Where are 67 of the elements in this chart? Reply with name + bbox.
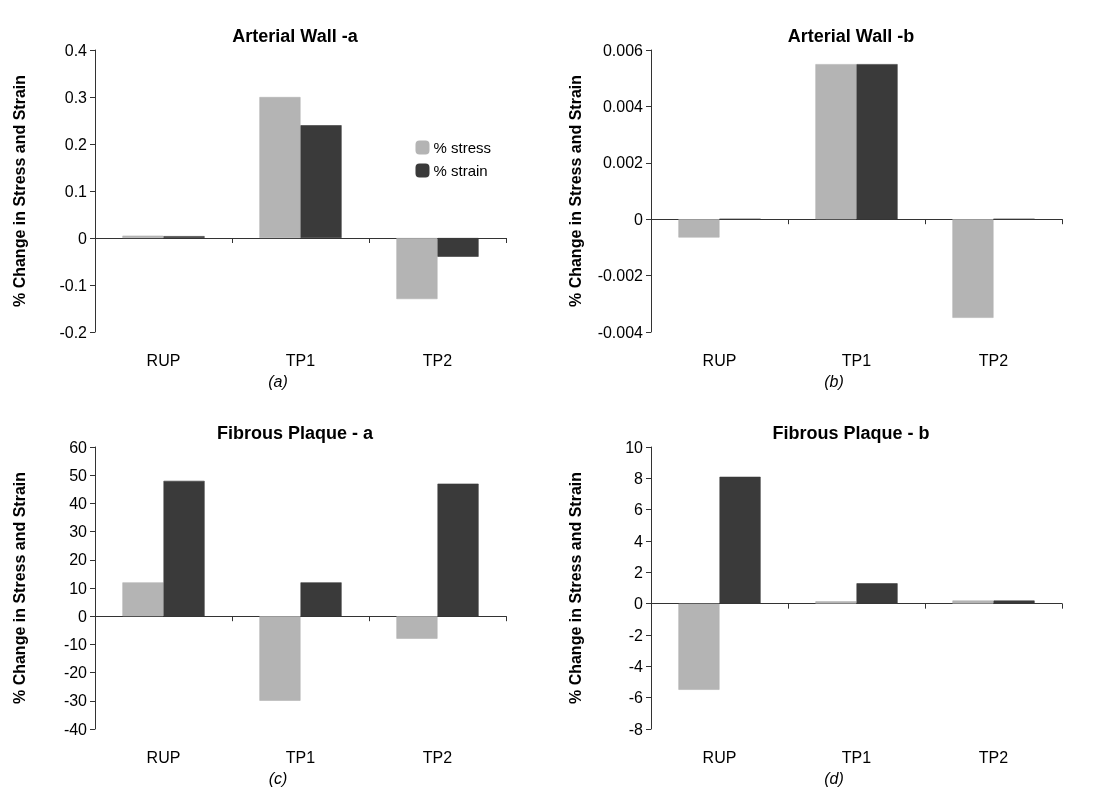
y-tick-label: 6 (634, 501, 644, 519)
y-tick-label: 0.002 (602, 154, 644, 172)
text: (a) (268, 372, 288, 390)
y-tick-label: -6 (628, 689, 644, 707)
bar (122, 582, 164, 617)
bar (259, 97, 301, 238)
text: (b) (824, 372, 844, 390)
x-tick-label: RUP (702, 351, 737, 369)
chart-title: Fibrous Plaque - b (772, 423, 930, 443)
legend-label: % strain (433, 162, 488, 179)
y-tick-label: 0.006 (602, 41, 644, 59)
y-tick-label: -0.2 (59, 323, 88, 341)
x-tick-label: TP1 (841, 351, 872, 369)
y-tick-label: -0.1 (59, 276, 88, 294)
y-tick-label: 4 (634, 532, 644, 550)
y-tick-label: 0 (78, 607, 88, 625)
text: (c) (268, 769, 288, 787)
y-tick-label: 2 (634, 563, 644, 581)
x-tick-label: TP2 (978, 351, 1009, 369)
y-tick-label: 60 (69, 438, 88, 456)
bar (396, 616, 438, 639)
y-tick-label: 0.4 (64, 41, 88, 59)
y-tick-label: -2 (628, 626, 644, 644)
legend-label: % stress (433, 139, 492, 156)
chart-title: Fibrous Plaque - a (216, 423, 374, 443)
y-tick-label: 30 (69, 523, 88, 541)
chart-title: Arterial Wall -b (787, 26, 915, 46)
y-tick-label: 20 (69, 551, 88, 569)
chart-title: Arterial Wall -a (232, 26, 359, 46)
y-tick-label: 0.3 (64, 88, 88, 106)
y-tick-label: -20 (63, 664, 88, 682)
bar (396, 238, 438, 300)
y-tick-label: -0.002 (597, 267, 644, 285)
x-tick-label: RUP (702, 748, 737, 766)
y-axis-title: % Change in Stress and Strain (566, 74, 584, 308)
y-tick-label: 0 (78, 229, 88, 247)
x-tick-label: TP1 (285, 748, 316, 766)
y-tick-label: 0.2 (64, 135, 88, 153)
y-tick-label: 10 (625, 438, 644, 456)
y-axis-title: % Change in Stress and Strain (566, 471, 584, 705)
y-tick-label: -4 (628, 657, 644, 675)
y-tick-label: 0 (634, 210, 644, 228)
x-tick-label: TP2 (978, 748, 1009, 766)
x-tick-label: RUP (146, 351, 181, 369)
bar (259, 616, 301, 701)
y-tick-label: 0 (634, 595, 644, 613)
bar (952, 600, 994, 604)
x-tick-label: TP2 (422, 748, 453, 766)
x-tick-label: TP2 (422, 351, 453, 369)
y-axis-title: % Change in Stress and Strain (10, 471, 28, 705)
x-tick-label: TP1 (841, 748, 872, 766)
y-tick-label: 0.004 (602, 97, 644, 115)
y-tick-label: -40 (63, 720, 88, 738)
bar (678, 603, 720, 690)
y-tick-label: 50 (69, 466, 88, 484)
y-tick-label: 0.1 (64, 182, 88, 200)
x-tick-label: TP1 (285, 351, 316, 369)
y-tick-label: 8 (634, 469, 644, 487)
y-tick-label: -10 (63, 635, 88, 653)
y-tick-label: -30 (63, 692, 88, 710)
y-tick-label: 40 (69, 494, 88, 512)
x-tick-label: RUP (146, 748, 181, 766)
y-tick-label: -8 (628, 720, 644, 738)
y-axis-title: % Change in Stress and Strain (10, 74, 28, 308)
text: (d) (824, 769, 844, 787)
y-tick-label: 10 (69, 579, 88, 597)
y-tick-label: -0.004 (597, 323, 644, 341)
